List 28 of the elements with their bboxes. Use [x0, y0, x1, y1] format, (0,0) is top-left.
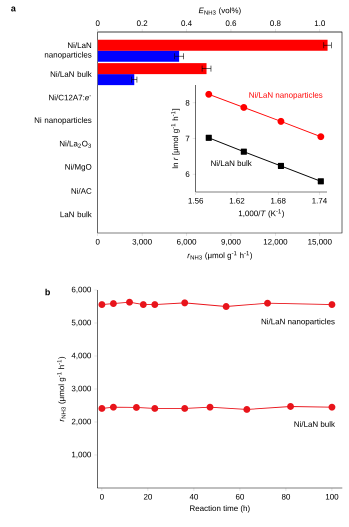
point: [240, 148, 247, 155]
point: [264, 300, 271, 307]
point: [287, 403, 294, 410]
chart-title: b: [45, 288, 50, 296]
point: [140, 301, 147, 308]
point: [277, 118, 284, 125]
point: [328, 301, 336, 308]
point: [151, 405, 158, 412]
point: [98, 405, 106, 412]
point: [98, 301, 106, 308]
point: [132, 404, 140, 411]
point: [181, 299, 188, 306]
point: [206, 404, 214, 411]
point: [278, 162, 284, 170]
point: [126, 298, 133, 306]
point: [151, 301, 158, 308]
point: [318, 178, 324, 184]
text: a: [11, 6, 16, 12]
point: [243, 406, 250, 413]
point: [110, 300, 117, 307]
point: [222, 303, 230, 310]
point: [205, 90, 212, 98]
point: [181, 405, 188, 412]
point: [240, 104, 248, 111]
point: [206, 134, 212, 141]
point: [328, 404, 336, 411]
point: [317, 133, 324, 140]
point: [110, 404, 117, 411]
